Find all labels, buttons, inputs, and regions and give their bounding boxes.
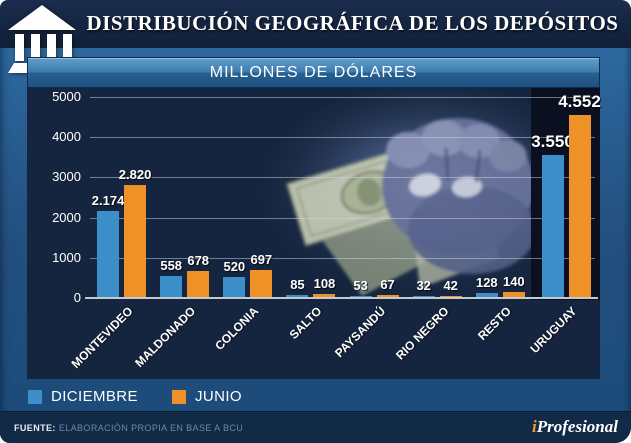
footer-band: FUENTE: ELABORACIÓN PROPIA EN BASE A BCU …	[0, 411, 631, 443]
gridline-1000	[90, 257, 595, 259]
y-tick-label-3000: 3000	[52, 169, 81, 185]
bar-junio-montevideo	[124, 184, 147, 298]
value-label-diciembre-colonia: 520	[223, 259, 246, 275]
gridline-3000	[90, 177, 595, 179]
y-tick-label-4000: 4000	[52, 129, 81, 145]
bar-diciembre-montevideo	[97, 210, 120, 298]
bar-junio-uruguay	[568, 115, 591, 298]
legend: DICIEMBRE JUNIO	[28, 388, 242, 405]
value-label-junio-salto: 108	[313, 275, 336, 291]
value-label-diciembre-salto: 85	[290, 276, 305, 292]
y-tick-label-0: 0	[73, 290, 81, 305]
source-label: FUENTE:	[14, 423, 56, 433]
value-label-junio-maldonado: 678	[187, 252, 210, 268]
bar-diciembre-uruguay	[541, 155, 564, 298]
value-label-diciembre-rio negro: 32	[416, 278, 431, 293]
category-label-resto: RESTO	[475, 304, 515, 343]
value-label-diciembre-uruguay: 3.550	[531, 132, 574, 152]
brand-i: i	[532, 417, 537, 436]
value-label-junio-uruguay: 4.552	[558, 92, 601, 111]
header-band: DISTRIBUCIÓN GEOGRÁFICA DE LOS DEPÓSITOS	[0, 0, 631, 48]
bar-diciembre-colonia	[223, 277, 246, 298]
bar-junio-resto	[502, 292, 525, 298]
gridline-4000	[90, 137, 595, 139]
value-label-diciembre-montevideo: 2.174	[91, 192, 125, 208]
bar-diciembre-paysandú	[349, 295, 372, 298]
chart-panel: 0 1000 2000 3000 4000 5000 2.174 558 520 85 53 32 12…	[27, 88, 601, 379]
bar-junio-salto	[313, 293, 336, 298]
x-axis-line	[85, 297, 598, 299]
y-tick-label-2000: 2000	[52, 209, 81, 225]
legend-label-diciembre: DICIEMBRE	[51, 388, 138, 405]
value-label-junio-paysandú: 67	[380, 277, 395, 293]
source-text: ELABORACIÓN PROPIA EN BASE A BCU	[58, 423, 244, 433]
legend-swatch-diciembre	[28, 389, 42, 404]
iprofesional-logo: iProfesional	[532, 417, 618, 437]
bar-junio-colonia	[250, 269, 273, 298]
legend-item-junio: JUNIO	[171, 388, 242, 405]
value-label-diciembre-paysandú: 53	[353, 277, 368, 293]
legend-item-diciembre: DICIEMBRE	[28, 388, 138, 405]
bar-diciembre-maldonado	[160, 275, 183, 298]
category-label-uruguay: URUGUAY	[527, 304, 580, 357]
category-label-maldonado: MALDONADO	[132, 304, 199, 370]
brand-rest: Profesional	[536, 417, 618, 436]
gridline-5000	[90, 97, 595, 98]
category-label-paysandú: PAYSANDÚ	[331, 304, 388, 361]
gridline-2000	[90, 217, 595, 219]
category-label-salto: SALTO	[286, 304, 325, 342]
y-tick-label-1000: 1000	[52, 249, 81, 265]
value-label-junio-colonia: 697	[250, 251, 273, 267]
page-title: DISTRIBUCIÓN GEOGRÁFICA DE LOS DEPÓSITOS	[86, 11, 619, 35]
category-label-colonia: COLONIA	[212, 304, 262, 354]
value-label-diciembre-resto: 128	[475, 274, 498, 290]
value-label-junio-montevideo: 2.820	[118, 166, 152, 182]
source-note: FUENTE: ELABORACIÓN PROPIA EN BASE A BCU	[14, 423, 243, 433]
legend-swatch-junio	[171, 389, 186, 404]
legend-label-junio: JUNIO	[194, 388, 242, 405]
category-label-rio negro: RIO NEGRO	[392, 304, 452, 363]
bar-diciembre-resto	[475, 292, 498, 298]
bar-junio-maldonado	[187, 270, 210, 298]
chart-title-bar: MILLONES DE DÓLARES	[27, 57, 600, 88]
category-label-montevideo: MONTEVIDEO	[68, 304, 136, 371]
y-tick-label-5000: 5000	[52, 89, 81, 104]
value-label-junio-rio negro: 42	[443, 278, 458, 293]
bar-diciembre-salto	[286, 294, 309, 298]
bar-junio-paysandú	[376, 295, 399, 298]
value-label-diciembre-maldonado: 558	[160, 257, 183, 273]
chart-title: MILLONES DE DÓLARES	[209, 64, 418, 81]
value-label-junio-resto: 140	[502, 274, 525, 290]
